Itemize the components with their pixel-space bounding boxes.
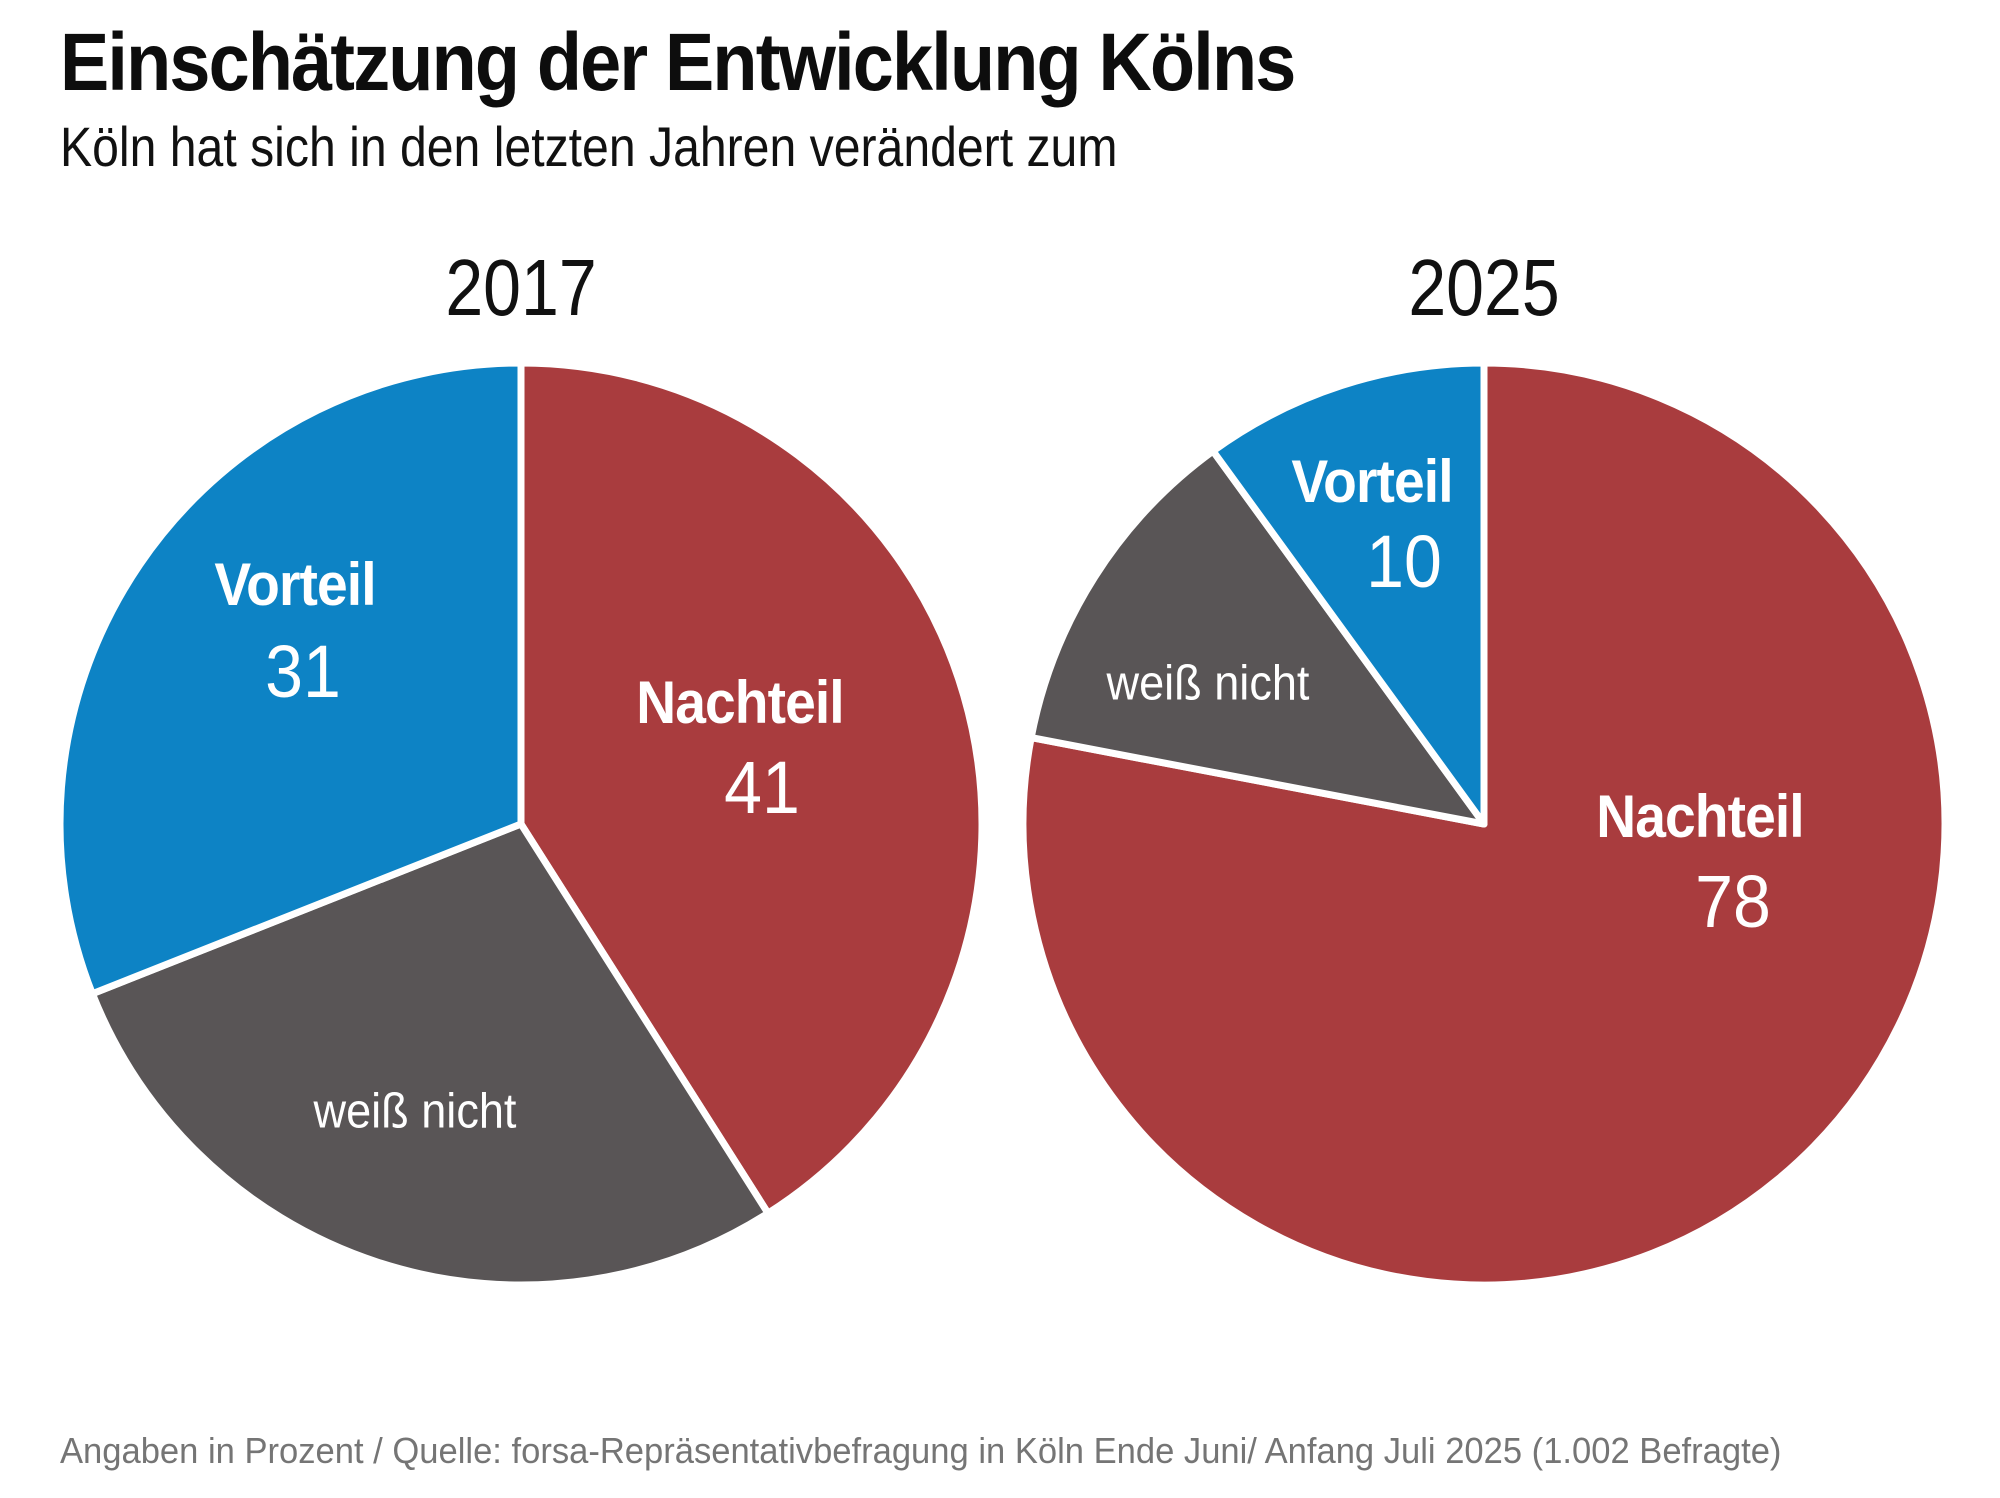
slice-label-vorteil-2017: Vorteil xyxy=(214,551,376,618)
pie-slice-weiss_nicht xyxy=(1027,447,1488,828)
source-note: Angaben in Prozent / Quelle: forsa-Reprä… xyxy=(60,1430,1782,1471)
slice-label-vorteil-2025: Vorteil xyxy=(1291,448,1453,515)
pie-slice-nachteil xyxy=(1019,359,1949,1289)
page-subtitle: Köln hat sich in den letzten Jahren verä… xyxy=(60,115,1118,178)
slice-label-nachteil-2025: Nachteil xyxy=(1596,783,1804,850)
page-title: Einschätzung der Entwicklung Kölns xyxy=(60,17,1296,108)
slice-label-nachteil-2017: Nachteil xyxy=(636,669,844,736)
pie-slice-vorteil xyxy=(56,359,525,998)
pie-slice-vorteil xyxy=(1209,359,1488,828)
slice-value-vorteil-2025: 10 xyxy=(1366,520,1442,603)
slice-label-weiss-nicht-2017: weiß nicht xyxy=(313,1084,517,1139)
pie-chart-2017 xyxy=(56,359,986,1289)
pie-chart-2025 xyxy=(1019,359,1949,1289)
slice-value-nachteil-2025: 78 xyxy=(1695,860,1771,943)
slice-label-weiss-nicht-2025: weiß nicht xyxy=(1106,656,1310,711)
pie-slice-weiss_nicht xyxy=(88,820,772,1289)
chart-title-2025: 2025 xyxy=(1408,243,1560,332)
chart-title-2017: 2017 xyxy=(445,243,597,332)
slice-value-nachteil-2017: 41 xyxy=(724,746,800,829)
slice-value-vorteil-2017: 31 xyxy=(265,630,341,713)
